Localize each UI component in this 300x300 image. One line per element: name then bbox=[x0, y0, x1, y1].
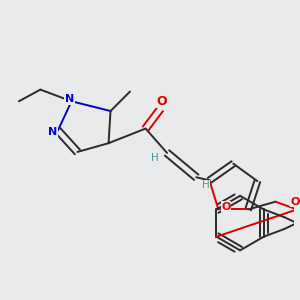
Text: N: N bbox=[48, 128, 58, 137]
Text: O: O bbox=[157, 95, 167, 108]
Text: H: H bbox=[152, 153, 159, 163]
Text: H: H bbox=[202, 180, 210, 190]
Text: O: O bbox=[290, 197, 300, 207]
Text: O: O bbox=[221, 202, 231, 212]
Text: N: N bbox=[65, 94, 74, 104]
